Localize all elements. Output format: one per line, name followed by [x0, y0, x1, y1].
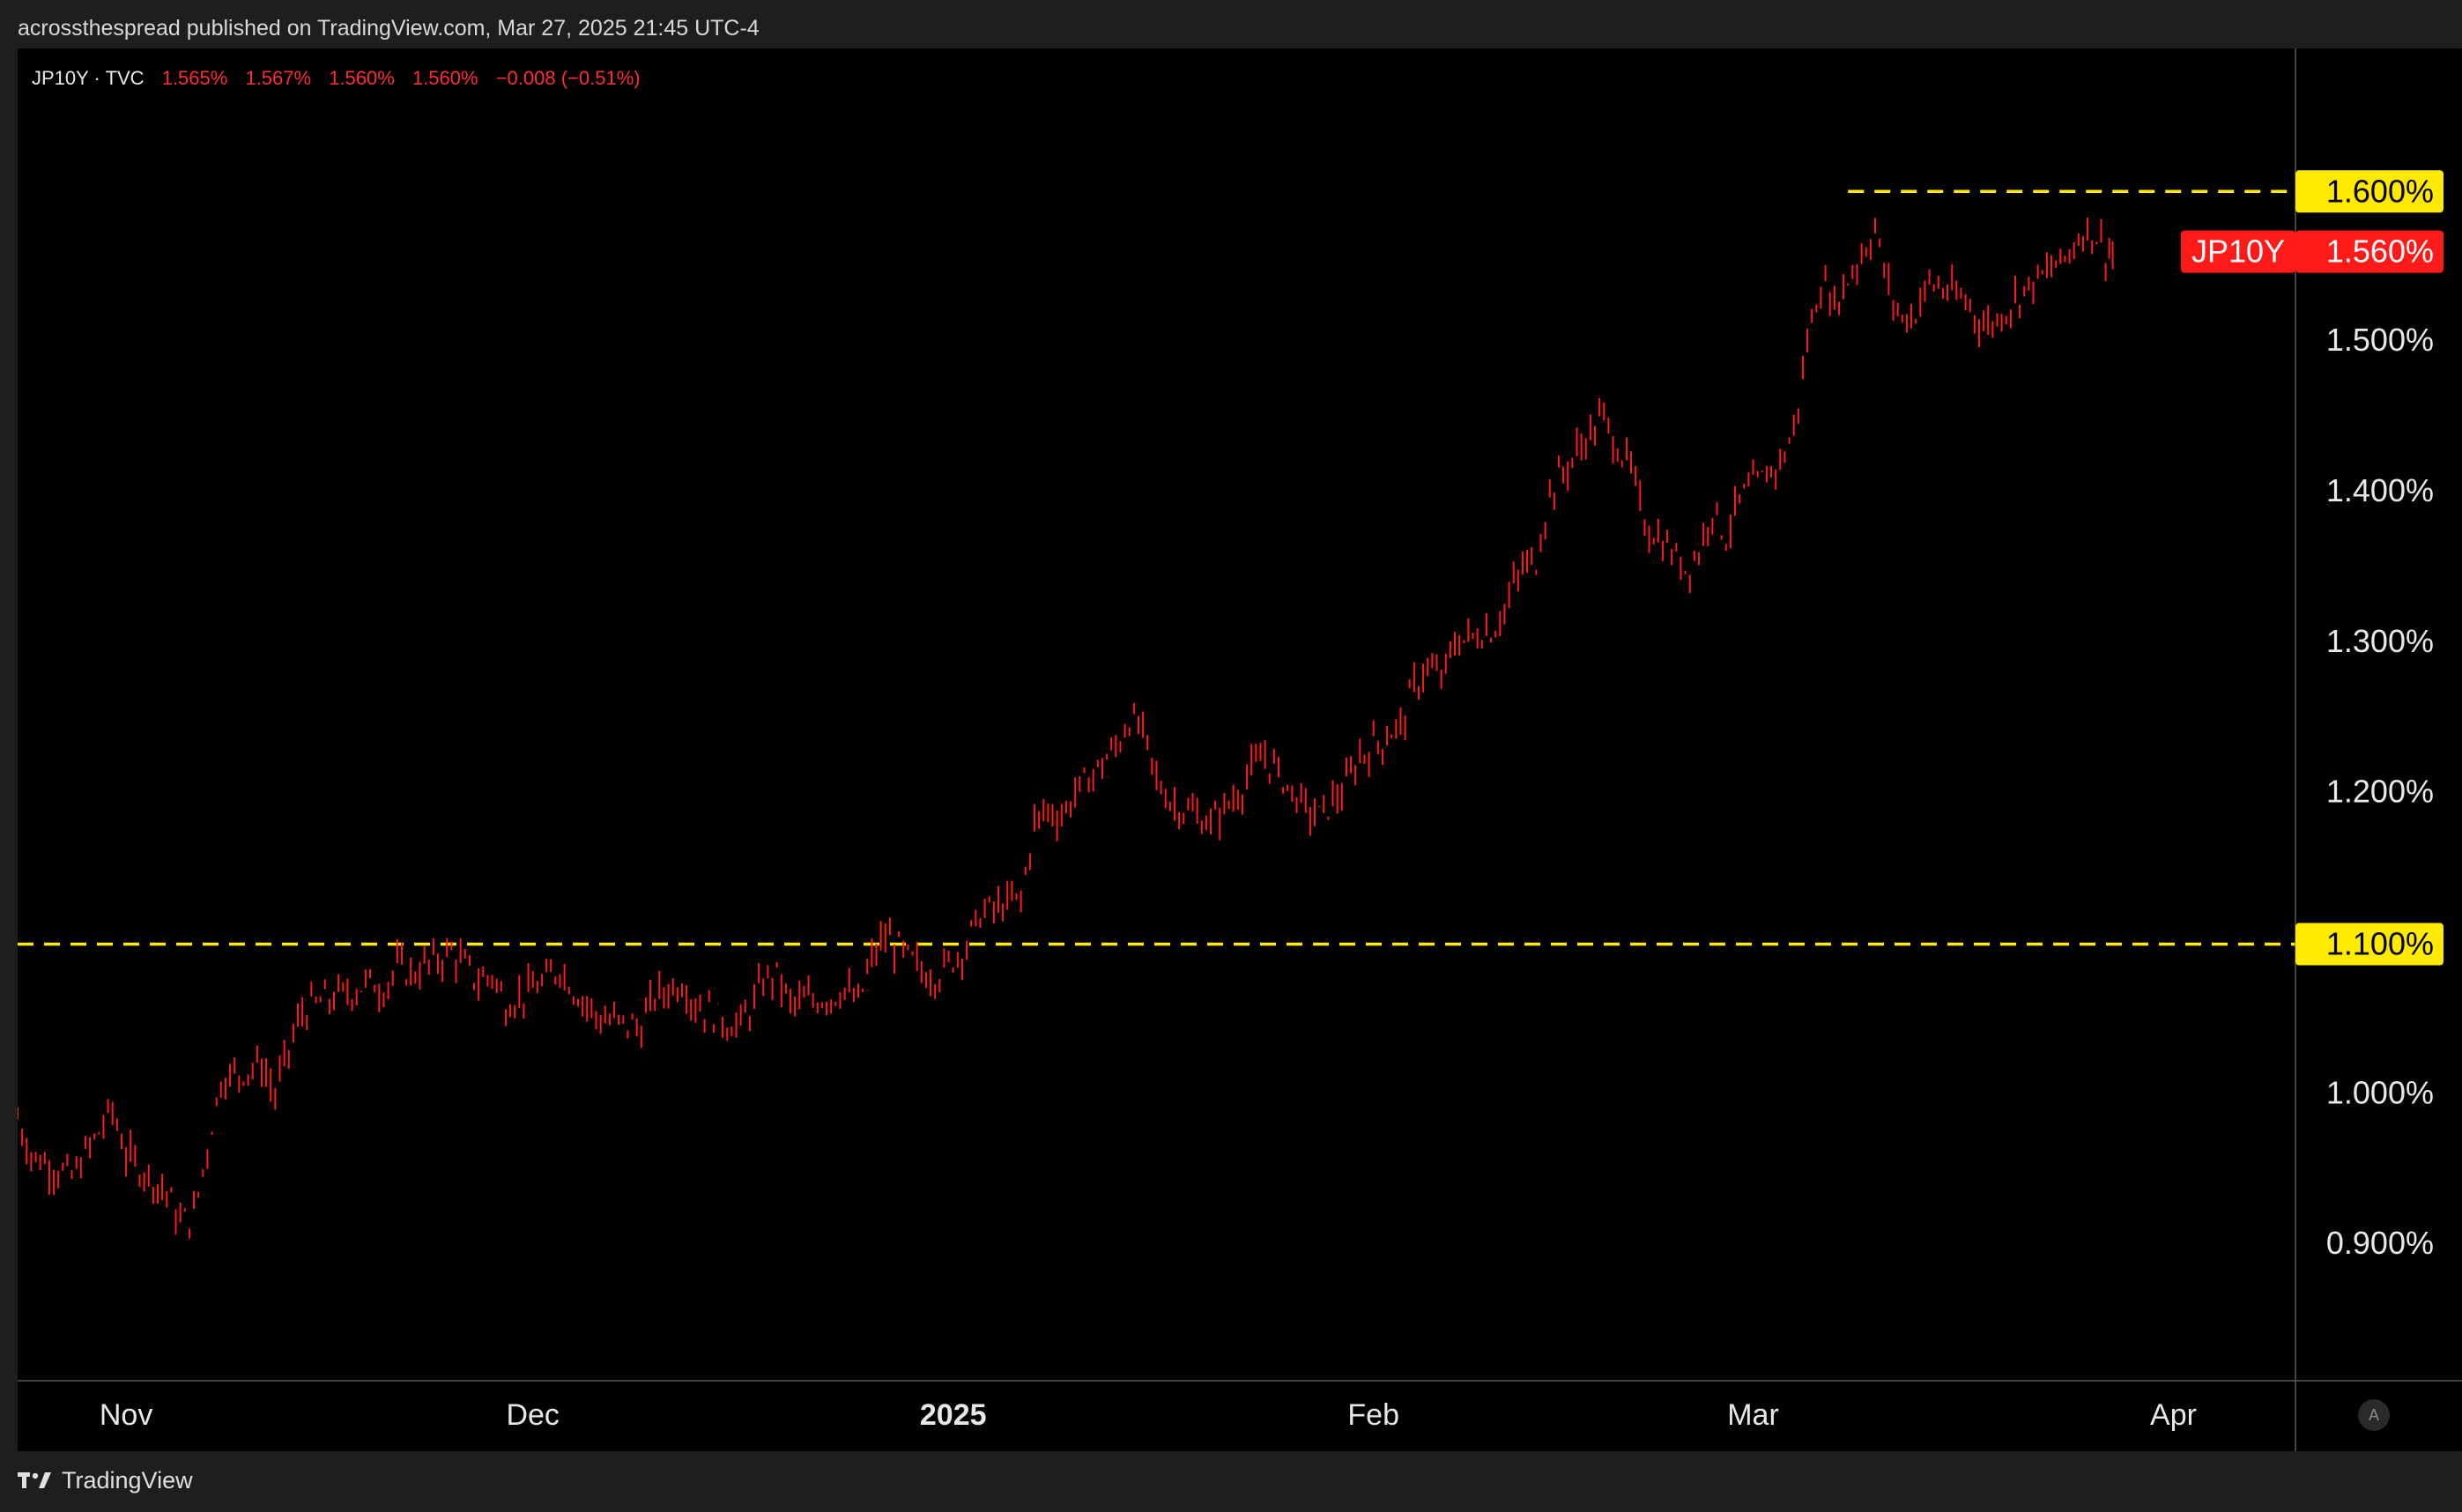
- symbol-tag-box: [2181, 230, 2295, 273]
- x-tick-label: Nov: [100, 1398, 152, 1432]
- footer-brand-name: TradingView: [62, 1466, 193, 1493]
- last-price-label: 1.560%: [2326, 233, 2434, 270]
- level-label: 1.600%: [2326, 173, 2434, 209]
- footer-brand[interactable]: TradingView: [18, 1458, 193, 1502]
- level-label-box: [2295, 170, 2443, 213]
- legend-symbol: JP10Y · TVC: [32, 67, 145, 89]
- x-tick-label: Apr: [2150, 1398, 2197, 1432]
- symbol-legend: JP10Y · TVC 1.565% 1.567% 1.560% 1.560% …: [32, 67, 641, 90]
- x-tick-label: Mar: [1727, 1398, 1779, 1432]
- legend-open: 1.565%: [161, 67, 228, 89]
- level-label-box: [2295, 923, 2443, 966]
- y-tick-label: 1.500%: [2326, 322, 2434, 358]
- legend-change: −0.008 (−0.51%): [495, 67, 641, 89]
- axes-layer: 1.500% 1.400% 1.300% 1.200% 1.000% 0.900% Nov D…: [18, 48, 2462, 1451]
- auto-scale-button[interactable]: A: [2358, 1399, 2390, 1431]
- symbol-tag-label: JP10Y: [2191, 233, 2285, 270]
- x-tick-label: Feb: [1347, 1398, 1399, 1432]
- legend-close: 1.560%: [412, 67, 478, 89]
- x-tick-label: 2025: [920, 1398, 987, 1432]
- price-labels-layer: 1.600% 1.100% JP10Y 1.560%: [2181, 170, 2443, 966]
- chart-background: [18, 48, 2462, 1451]
- last-price-box: [2295, 230, 2443, 273]
- level-label: 1.100%: [2326, 926, 2434, 962]
- legend-high: 1.567%: [245, 67, 312, 89]
- y-tick-label: 1.000%: [2326, 1074, 2434, 1110]
- y-tick-label: 1.400%: [2326, 472, 2434, 508]
- y-tick-label: 1.200%: [2326, 774, 2434, 810]
- published-caption: acrossthespread published on TradingView…: [18, 16, 760, 41]
- legend-low: 1.560%: [329, 67, 395, 89]
- x-tick-label: Dec: [506, 1398, 559, 1432]
- price-bars-layer: [18, 217, 2114, 1239]
- y-tick-label: 0.900%: [2326, 1225, 2434, 1261]
- y-tick-label: 1.300%: [2326, 623, 2434, 659]
- level-lines-layer: [18, 189, 2295, 946]
- tradingview-logo-icon: [18, 1472, 51, 1488]
- price-chart[interactable]: 1.500% 1.400% 1.300% 1.200% 1.000% 0.900% Nov D…: [18, 48, 2462, 1451]
